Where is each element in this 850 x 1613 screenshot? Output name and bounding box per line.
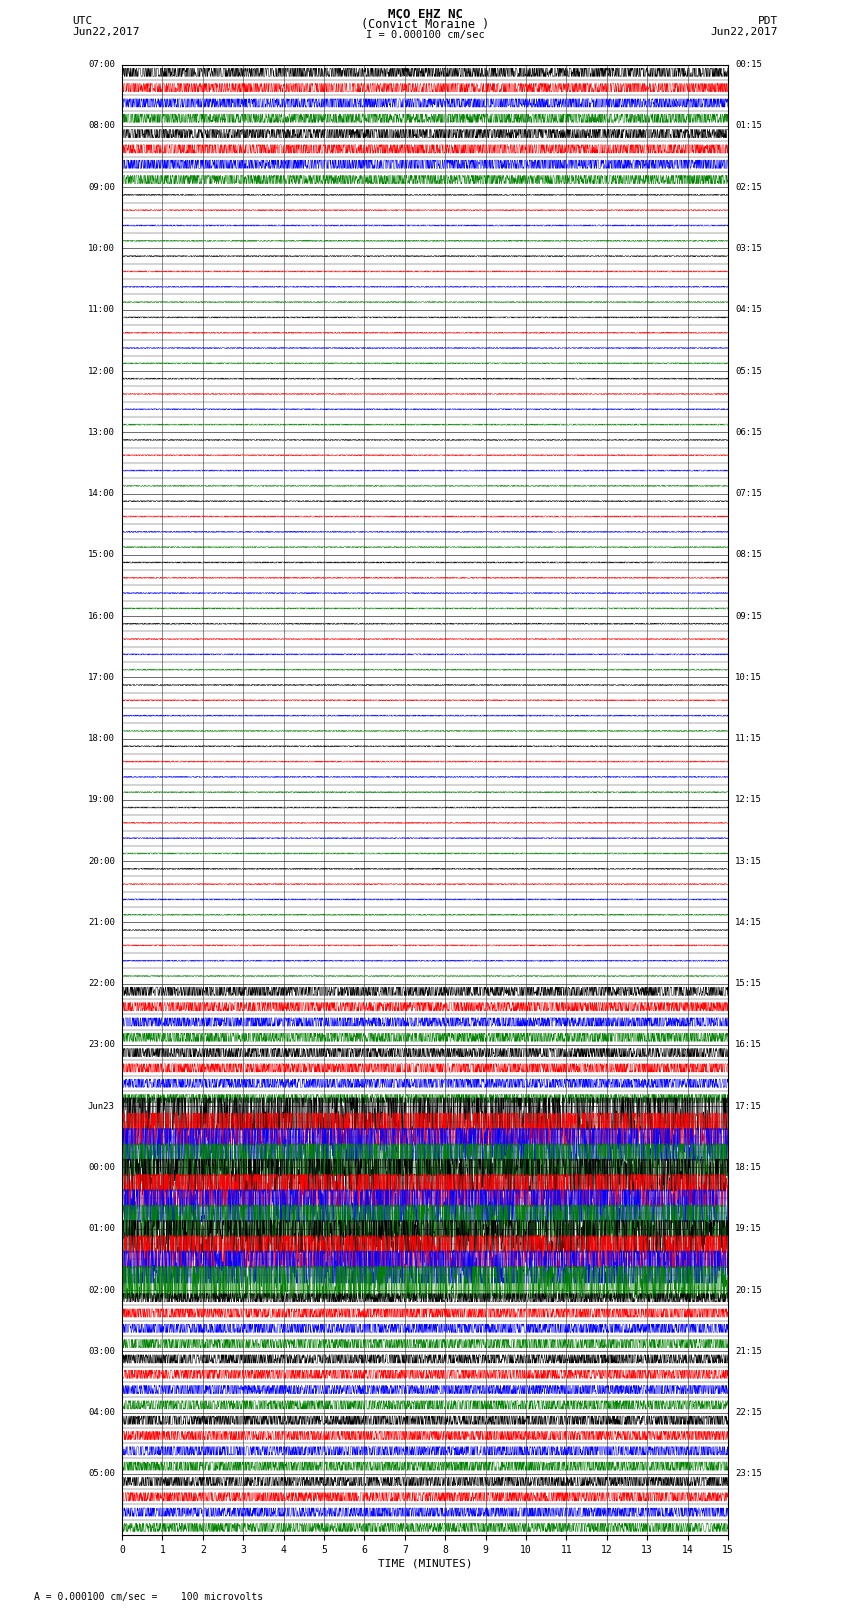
- Text: 13:00: 13:00: [88, 427, 115, 437]
- Text: 04:15: 04:15: [735, 305, 762, 315]
- Text: 19:00: 19:00: [88, 795, 115, 805]
- Text: 23:00: 23:00: [88, 1040, 115, 1050]
- Text: 21:00: 21:00: [88, 918, 115, 927]
- Text: UTC: UTC: [72, 16, 93, 26]
- Text: 04:00: 04:00: [88, 1408, 115, 1418]
- X-axis label: TIME (MINUTES): TIME (MINUTES): [377, 1560, 473, 1569]
- Text: 00:15: 00:15: [735, 60, 762, 69]
- Text: 02:00: 02:00: [88, 1286, 115, 1295]
- Text: 08:00: 08:00: [88, 121, 115, 131]
- Text: 14:15: 14:15: [735, 918, 762, 927]
- Text: 08:15: 08:15: [735, 550, 762, 560]
- Text: 15:00: 15:00: [88, 550, 115, 560]
- Text: 11:15: 11:15: [735, 734, 762, 744]
- Text: 22:00: 22:00: [88, 979, 115, 989]
- Text: 11:00: 11:00: [88, 305, 115, 315]
- Text: (Convict Moraine ): (Convict Moraine ): [361, 18, 489, 31]
- Text: 03:15: 03:15: [735, 244, 762, 253]
- Text: MCO EHZ NC: MCO EHZ NC: [388, 8, 462, 21]
- Text: Jun23: Jun23: [88, 1102, 115, 1111]
- Text: 12:00: 12:00: [88, 366, 115, 376]
- Text: 22:15: 22:15: [735, 1408, 762, 1418]
- Text: 15:15: 15:15: [735, 979, 762, 989]
- Text: 03:00: 03:00: [88, 1347, 115, 1357]
- Text: 10:15: 10:15: [735, 673, 762, 682]
- Text: I = 0.000100 cm/sec: I = 0.000100 cm/sec: [366, 31, 484, 40]
- Text: 07:00: 07:00: [88, 60, 115, 69]
- Text: PDT: PDT: [757, 16, 778, 26]
- Text: 18:00: 18:00: [88, 734, 115, 744]
- Text: 05:15: 05:15: [735, 366, 762, 376]
- Text: 21:15: 21:15: [735, 1347, 762, 1357]
- Text: 17:15: 17:15: [735, 1102, 762, 1111]
- Text: Jun22,2017: Jun22,2017: [711, 27, 778, 37]
- Text: 16:15: 16:15: [735, 1040, 762, 1050]
- Text: Jun22,2017: Jun22,2017: [72, 27, 139, 37]
- Text: 13:15: 13:15: [735, 857, 762, 866]
- Text: 17:00: 17:00: [88, 673, 115, 682]
- Text: 01:15: 01:15: [735, 121, 762, 131]
- Text: 20:15: 20:15: [735, 1286, 762, 1295]
- Text: 10:00: 10:00: [88, 244, 115, 253]
- Text: 01:00: 01:00: [88, 1224, 115, 1234]
- Text: A = 0.000100 cm/sec =    100 microvolts: A = 0.000100 cm/sec = 100 microvolts: [34, 1592, 264, 1602]
- Text: 06:15: 06:15: [735, 427, 762, 437]
- Text: 09:15: 09:15: [735, 611, 762, 621]
- Text: 00:00: 00:00: [88, 1163, 115, 1173]
- Text: 14:00: 14:00: [88, 489, 115, 498]
- Text: 07:15: 07:15: [735, 489, 762, 498]
- Text: 02:15: 02:15: [735, 182, 762, 192]
- Text: 18:15: 18:15: [735, 1163, 762, 1173]
- Text: 05:00: 05:00: [88, 1469, 115, 1478]
- Text: 16:00: 16:00: [88, 611, 115, 621]
- Text: 20:00: 20:00: [88, 857, 115, 866]
- Text: 09:00: 09:00: [88, 182, 115, 192]
- Text: 12:15: 12:15: [735, 795, 762, 805]
- Text: 23:15: 23:15: [735, 1469, 762, 1478]
- Text: 19:15: 19:15: [735, 1224, 762, 1234]
